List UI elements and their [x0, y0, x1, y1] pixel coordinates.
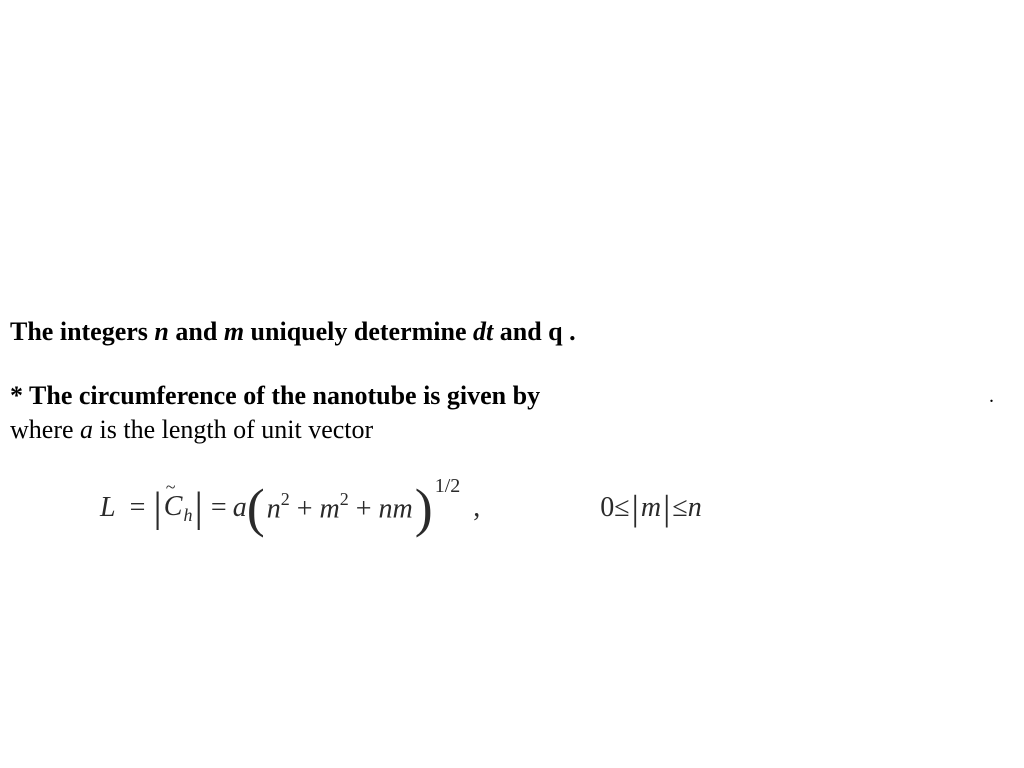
- eq-zero: 0: [600, 492, 614, 524]
- tilde-icon: ~: [166, 477, 176, 498]
- eq-equals-2: =: [211, 492, 227, 524]
- lparen-icon: (: [247, 481, 265, 535]
- eq-nm: nm: [379, 494, 413, 525]
- eq-L: L: [100, 492, 116, 524]
- eq-paren-group: ( n2 + m2 + nm ) 1/2: [247, 481, 459, 535]
- eq-comma: ,: [473, 492, 480, 524]
- eq-le-2: ≤: [672, 492, 687, 524]
- eq-sub-h: h: [183, 505, 192, 525]
- eq-n: n: [267, 494, 281, 525]
- rparen-icon: ): [415, 481, 433, 535]
- var-n: n: [154, 317, 168, 346]
- eq-plus-2: +: [349, 494, 379, 525]
- eq-power-half: 1/2: [435, 475, 461, 498]
- eq-equals: =: [130, 492, 146, 524]
- statement-line-1: The integers n and m uniquely determine …: [10, 315, 1014, 349]
- statement-line-3: where a is the length of unit vector: [10, 413, 1014, 447]
- text-segment: The integers: [10, 317, 154, 346]
- eq-m: m: [319, 494, 339, 525]
- eq-n-bound: n: [688, 492, 702, 524]
- text-segment: and: [169, 317, 224, 346]
- abs-bar-left: |: [153, 487, 161, 529]
- eq-a: a: [233, 492, 247, 524]
- eq-n-sq: 2: [281, 489, 290, 509]
- equation: L = | ~ Ch | = a ( n2 + m2 + nm ) 1/2 , …: [10, 481, 1014, 535]
- dot-mark: .: [989, 385, 994, 408]
- text-segment: and q .: [493, 317, 575, 346]
- eq-plus: +: [290, 494, 320, 525]
- text-segment: uniquely determine: [244, 317, 473, 346]
- abs-bar-m-left: |: [632, 490, 639, 526]
- var-m: m: [224, 317, 244, 346]
- var-a: a: [80, 415, 93, 444]
- statement-line-2: * The circumference of the nanotube is g…: [10, 379, 1014, 413]
- eq-abs-m: m: [641, 492, 661, 524]
- eq-inner: n2 + m2 + nm: [265, 491, 415, 525]
- text-segment: where: [10, 415, 80, 444]
- slide-content: The integers n and m uniquely determine …: [10, 315, 1014, 535]
- eq-m-sq: 2: [340, 489, 349, 509]
- abs-bar-right: |: [194, 487, 202, 529]
- abs-bar-m-right: |: [663, 490, 670, 526]
- eq-Ch: ~ Ch: [164, 491, 193, 527]
- text-segment: is the length of unit vector: [93, 415, 373, 444]
- var-dt: dt: [473, 317, 493, 346]
- eq-le: ≤: [614, 492, 629, 524]
